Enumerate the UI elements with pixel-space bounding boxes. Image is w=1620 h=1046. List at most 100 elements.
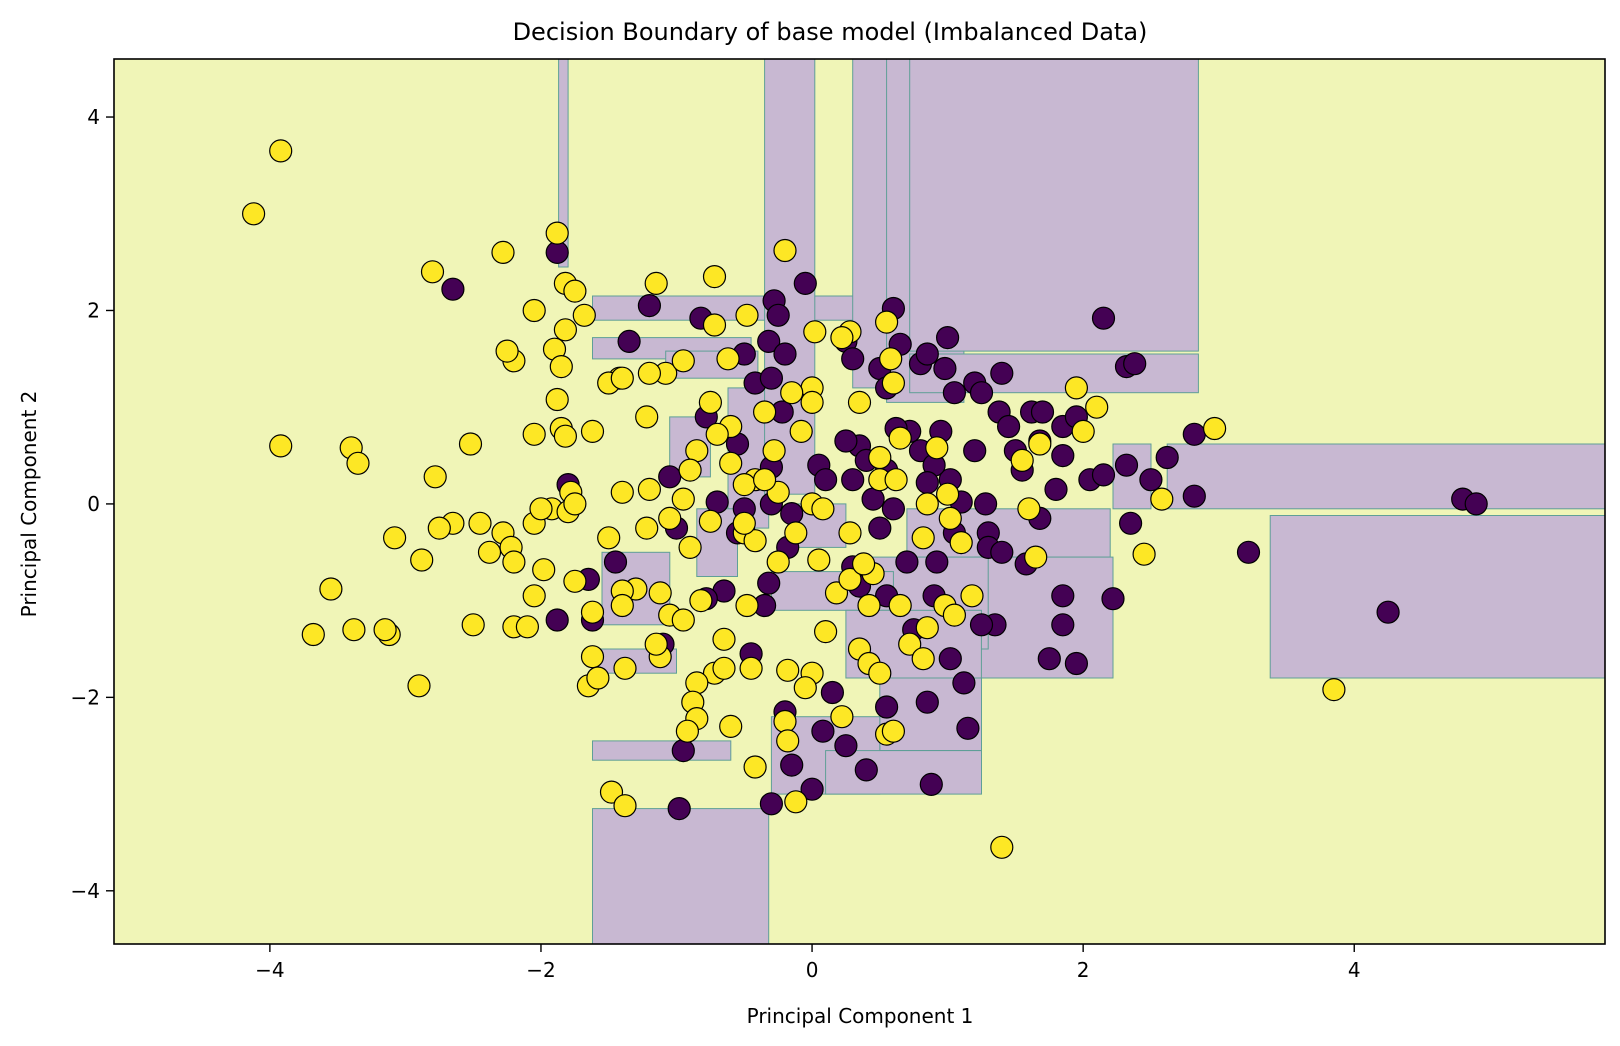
scatter-points: [242, 139, 1488, 859]
data-point-class-0: [637, 294, 662, 318]
decision-region-class-0: [592, 808, 770, 945]
data-point-class-0: [811, 719, 835, 743]
data-point-class-1: [938, 506, 962, 531]
data-point-class-0: [667, 796, 691, 821]
data-point-class-1: [735, 303, 759, 327]
data-point-class-1: [346, 451, 370, 475]
data-point-class-0: [759, 366, 784, 390]
data-point-class-0: [841, 468, 865, 492]
data-point-class-0: [1051, 613, 1075, 637]
data-point-class-1: [644, 271, 668, 295]
data-point-class-1: [1202, 416, 1227, 441]
data-point-class-1: [857, 593, 881, 618]
data-point-class-0: [938, 647, 962, 671]
data-point-class-1: [477, 540, 502, 564]
data-point-class-1: [342, 618, 366, 642]
data-point-class-1: [773, 709, 797, 734]
data-point-class-1: [762, 439, 786, 463]
data-point-class-1: [719, 451, 743, 475]
data-point-class-0: [671, 738, 695, 763]
decision-region-class-0: [592, 740, 732, 761]
data-point-class-1: [671, 349, 695, 373]
data-point-class-0: [1114, 453, 1139, 477]
data-point-class-0: [1118, 511, 1143, 535]
x-axis: −4 −2 0 2 4: [255, 944, 1361, 982]
data-point-class-1: [780, 381, 804, 405]
data-point-class-1: [580, 600, 605, 624]
data-point-class-0: [1182, 422, 1206, 446]
x-tick-label: 2: [1077, 958, 1090, 982]
y-tick-label: 0: [87, 492, 100, 516]
data-point-class-1: [685, 439, 709, 463]
data-point-class-1: [1150, 487, 1174, 511]
data-point-class-0: [1155, 445, 1179, 470]
data-point-class-1: [739, 656, 763, 680]
x-tick-label: 0: [806, 958, 819, 982]
data-point-class-1: [468, 511, 492, 535]
data-point-class-1: [811, 497, 835, 521]
data-point-class-1: [549, 355, 573, 379]
data-point-class-0: [915, 342, 939, 366]
data-point-class-1: [685, 671, 709, 695]
data-point-class-0: [658, 465, 682, 489]
data-point-class-0: [1139, 468, 1163, 492]
decision-region-class-0: [592, 295, 856, 321]
data-point-class-1: [776, 729, 800, 753]
data-point-class-1: [610, 480, 634, 504]
data-point-class-1: [495, 339, 519, 363]
data-point-class-1: [732, 473, 756, 497]
data-point-class-0: [956, 716, 980, 740]
data-point-class-1: [563, 279, 587, 303]
decision-region-class-0: [909, 58, 1199, 352]
y-tick-label: −2: [71, 685, 100, 709]
data-point-class-1: [960, 584, 984, 608]
x-tick-label: −2: [526, 958, 555, 982]
data-point-class-1: [1322, 677, 1346, 702]
x-tick-label: −4: [255, 958, 284, 982]
data-point-class-0: [1091, 306, 1116, 330]
data-point-class-1: [423, 465, 447, 489]
data-point-class-1: [532, 558, 556, 582]
data-point-class-0: [990, 540, 1014, 564]
data-point-class-1: [702, 265, 727, 289]
data-point-class-1: [705, 422, 729, 446]
data-point-class-0: [868, 516, 892, 540]
data-point-class-0: [919, 772, 943, 797]
data-point-class-1: [766, 550, 790, 574]
data-point-class-1: [545, 387, 569, 412]
data-point-class-1: [410, 548, 434, 572]
x-axis-label: Principal Component 1: [747, 1004, 974, 1028]
data-point-class-0: [935, 326, 960, 350]
data-point-class-1: [269, 139, 293, 163]
data-point-class-1: [898, 632, 922, 656]
data-point-class-0: [780, 501, 804, 526]
data-point-class-1: [635, 516, 659, 540]
data-point-class-1: [847, 390, 872, 414]
plot-frame: [113, 58, 1606, 945]
data-point-class-0: [1101, 587, 1125, 611]
y-axis-label: Principal Component 2: [17, 391, 41, 618]
y-tick-label: −4: [71, 879, 100, 903]
data-point-class-0: [813, 468, 838, 492]
data-point-class-0: [1236, 540, 1261, 564]
data-point-class-0: [973, 492, 998, 516]
chart-title: Decision Boundary of base model (Imbalan…: [513, 18, 1148, 46]
data-point-class-0: [952, 671, 976, 695]
data-point-class-0: [1091, 463, 1116, 487]
data-point-class-0: [942, 381, 967, 405]
data-point-class-1: [1010, 448, 1034, 472]
data-point-class-1: [1071, 419, 1095, 443]
data-point-class-0: [1051, 584, 1075, 608]
data-point-class-0: [757, 571, 781, 595]
data-point-class-1: [784, 521, 808, 545]
data-point-class-1: [702, 313, 727, 337]
data-point-class-1: [613, 794, 637, 818]
data-point-class-1: [925, 436, 949, 460]
data-point-class-1: [563, 569, 587, 593]
data-point-class-1: [553, 424, 578, 448]
data-point-class-1: [716, 347, 740, 371]
data-point-class-1: [776, 658, 800, 682]
decision-region-class-0: [825, 750, 982, 795]
data-point-class-1: [420, 260, 445, 284]
